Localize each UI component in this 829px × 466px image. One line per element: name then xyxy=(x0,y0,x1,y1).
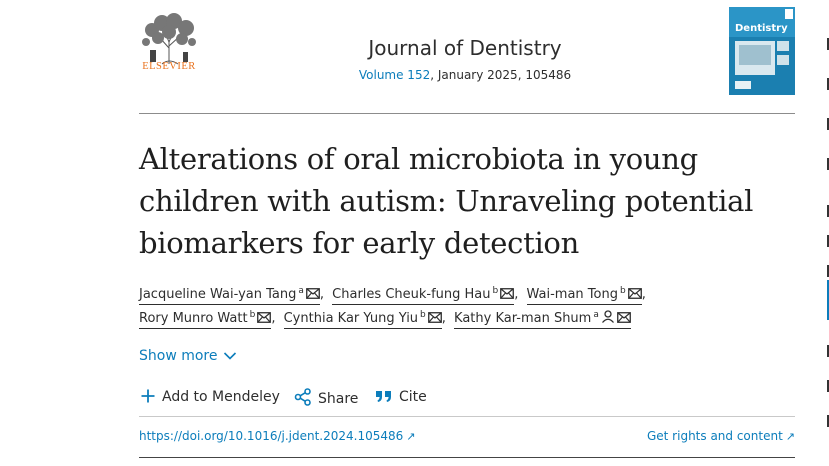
mendeley-label: Add to Mendeley xyxy=(162,389,280,405)
doi-link[interactable]: https://doi.org/10.1016/j.jdent.2024.105… xyxy=(139,429,416,443)
cite-label: Cite xyxy=(399,389,427,405)
quote-icon xyxy=(376,391,391,402)
publisher-name: ELSEVIER xyxy=(142,61,196,72)
affiliation-marker: a xyxy=(298,286,304,296)
external-link-icon: ↗ xyxy=(406,430,416,443)
affiliation-marker: a xyxy=(593,310,599,320)
issue-line: Volume 152, January 2025, 105486 xyxy=(300,68,630,82)
doi-link-text: https://doi.org/10.1016/j.jdent.2024.105… xyxy=(139,429,404,443)
article-title-line: biomarkers for early detection xyxy=(139,226,579,260)
show-more-button[interactable]: Show more xyxy=(139,348,237,364)
affiliation-marker: b xyxy=(420,310,426,320)
add-to-mendeley-button[interactable]: Add to Mendeley xyxy=(140,388,280,405)
header-divider xyxy=(139,113,795,114)
chevron-down-icon xyxy=(223,352,236,360)
author-link[interactable]: Kathy Kar-man Shum a xyxy=(454,307,631,329)
email-icon xyxy=(427,312,442,323)
issue-details: , January 2025, 105486 xyxy=(430,68,572,82)
email-icon xyxy=(257,312,272,323)
author-link[interactable]: Wai-man Tong b xyxy=(526,283,642,305)
share-label: Share xyxy=(318,391,359,407)
rights-link-text: Get rights and content xyxy=(646,429,783,443)
author-name: Charles Cheuk-fung Hau xyxy=(332,287,491,302)
cover-title: Dentistry xyxy=(735,23,788,34)
journal-title[interactable]: Journal of Dentistry xyxy=(368,36,562,60)
author-link[interactable]: Rory Munro Watt b xyxy=(139,307,272,329)
affiliation-marker: b xyxy=(620,286,626,296)
affiliation-marker: b xyxy=(492,286,499,296)
article-title: Alterations of oral microbiota in young … xyxy=(139,138,799,264)
bottom-divider xyxy=(139,457,795,458)
author-name: Jacqueline Wai-yan Tang xyxy=(139,287,297,302)
article-title-line: Alterations of oral microbiota in young xyxy=(139,142,698,176)
email-icon xyxy=(500,288,515,299)
author-name: Kathy Kar-man Shum xyxy=(454,311,592,326)
author-name: Wai-man Tong xyxy=(526,287,618,302)
author-link[interactable]: Cynthia Kar Yung Yiu b xyxy=(283,307,442,329)
person-icon xyxy=(601,310,614,323)
plus-icon xyxy=(141,389,155,403)
affiliation-marker: b xyxy=(249,310,256,320)
email-icon xyxy=(616,312,631,323)
rights-link[interactable]: Get rights and content ↗ xyxy=(647,429,795,443)
author-link[interactable]: Charles Cheuk-fung Hau b xyxy=(332,283,515,305)
volume-link[interactable]: Volume 152 xyxy=(358,68,431,82)
elsevier-tree-logo-icon[interactable] xyxy=(138,6,200,74)
show-more-label: Show more xyxy=(139,348,218,364)
share-button[interactable]: Share xyxy=(294,388,358,407)
share-icon xyxy=(294,388,311,406)
author-link[interactable]: Jacqueline Wai-yan Tang a xyxy=(139,283,320,305)
article-title-line: children with autism: Unraveling potenti… xyxy=(139,184,754,218)
author-list: Jacqueline Wai-yan Tang a, Charles Cheuk-… xyxy=(139,283,799,331)
email-icon xyxy=(627,288,642,299)
email-icon xyxy=(305,288,320,299)
journal-cover-image[interactable]: Dentistry xyxy=(729,7,795,95)
cite-button[interactable]: Cite xyxy=(375,388,427,405)
actions-divider xyxy=(139,416,795,417)
author-name: Cynthia Kar Yung Yiu xyxy=(283,311,419,326)
external-link-icon: ↗ xyxy=(785,430,795,443)
clipped-sidebar-edge xyxy=(827,38,829,427)
author-name: Rory Munro Watt xyxy=(139,311,248,326)
